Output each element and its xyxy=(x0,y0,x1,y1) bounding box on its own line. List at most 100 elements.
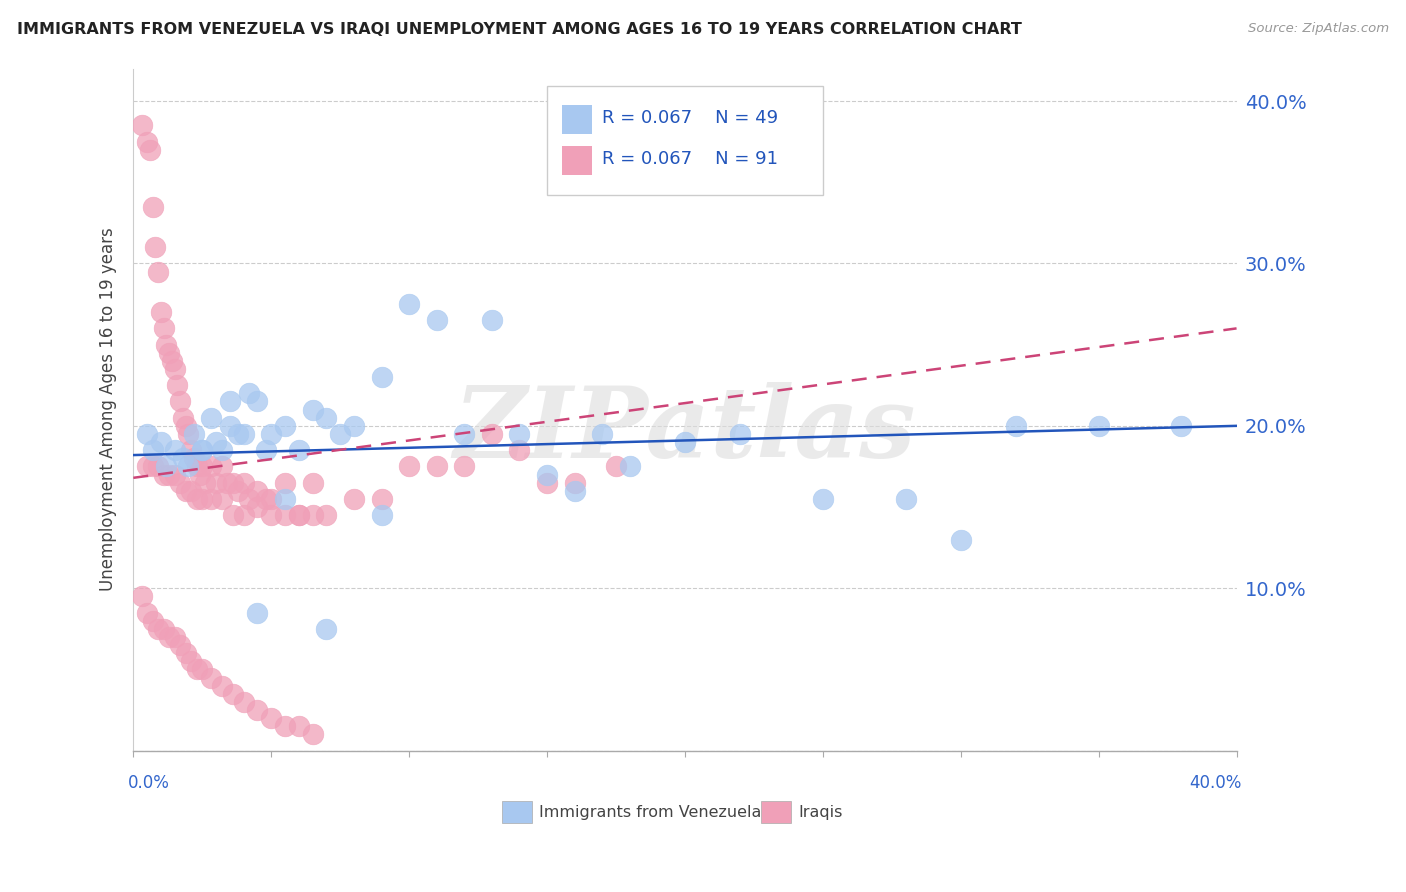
Point xyxy=(186,459,208,474)
Point xyxy=(177,459,200,474)
Point xyxy=(142,614,165,628)
Point xyxy=(274,475,297,490)
Point xyxy=(163,467,186,482)
Point xyxy=(254,443,277,458)
Point xyxy=(218,418,240,433)
Point xyxy=(180,483,202,498)
Point xyxy=(152,467,174,482)
Point xyxy=(149,435,172,450)
Point xyxy=(205,435,228,450)
Point xyxy=(246,483,269,498)
Point xyxy=(221,508,243,523)
FancyBboxPatch shape xyxy=(502,801,531,823)
Point xyxy=(218,394,240,409)
Point xyxy=(131,119,153,133)
Point xyxy=(894,491,917,506)
Point xyxy=(260,711,283,725)
Point xyxy=(398,297,420,311)
Point xyxy=(205,475,228,490)
Point xyxy=(191,491,214,506)
Text: R = 0.067    N = 49: R = 0.067 N = 49 xyxy=(602,110,779,128)
Point xyxy=(136,606,159,620)
Point xyxy=(183,427,205,442)
Point xyxy=(226,483,249,498)
Point xyxy=(221,687,243,701)
Point xyxy=(169,394,191,409)
Point xyxy=(619,459,641,474)
Point xyxy=(301,727,323,741)
FancyBboxPatch shape xyxy=(547,86,823,194)
Point xyxy=(564,475,586,490)
Point xyxy=(673,435,696,450)
Point xyxy=(246,606,269,620)
Point xyxy=(177,427,200,442)
Point xyxy=(260,427,283,442)
Point xyxy=(217,475,239,490)
Point xyxy=(131,590,153,604)
Point xyxy=(163,362,186,376)
Point xyxy=(426,313,449,327)
Point xyxy=(186,663,208,677)
Point xyxy=(508,427,530,442)
Point xyxy=(288,719,311,733)
Point xyxy=(211,491,233,506)
Point xyxy=(145,240,167,254)
Point xyxy=(481,427,503,442)
Point xyxy=(315,410,337,425)
Text: R = 0.067    N = 91: R = 0.067 N = 91 xyxy=(602,150,778,169)
Point xyxy=(536,467,558,482)
FancyBboxPatch shape xyxy=(761,801,790,823)
Point xyxy=(260,491,283,506)
Point xyxy=(453,459,475,474)
Point xyxy=(142,443,165,458)
Point xyxy=(301,508,323,523)
Point xyxy=(274,508,297,523)
Point xyxy=(172,451,194,466)
Point xyxy=(174,483,197,498)
Text: IMMIGRANTS FROM VENEZUELA VS IRAQI UNEMPLOYMENT AMONG AGES 16 TO 19 YEARS CORREL: IMMIGRANTS FROM VENEZUELA VS IRAQI UNEMP… xyxy=(17,22,1022,37)
Point xyxy=(232,427,254,442)
Point xyxy=(246,394,269,409)
Point xyxy=(191,443,214,458)
Point xyxy=(246,703,269,717)
Point xyxy=(1170,418,1192,433)
Point xyxy=(146,622,169,636)
Point xyxy=(142,459,165,474)
Point xyxy=(211,459,233,474)
Point xyxy=(564,483,586,498)
Point xyxy=(246,500,269,514)
Point xyxy=(200,459,222,474)
Point xyxy=(155,337,177,351)
Point xyxy=(136,427,159,442)
Point xyxy=(183,451,205,466)
Point xyxy=(301,402,323,417)
Point xyxy=(329,427,352,442)
Text: Source: ZipAtlas.com: Source: ZipAtlas.com xyxy=(1249,22,1389,36)
Point xyxy=(370,370,392,384)
Point xyxy=(211,679,233,693)
Point xyxy=(152,622,174,636)
Point xyxy=(728,427,751,442)
Point xyxy=(949,533,972,547)
Text: ZIPatlas: ZIPatlas xyxy=(454,382,917,478)
Point xyxy=(157,467,180,482)
FancyBboxPatch shape xyxy=(562,105,592,134)
Point xyxy=(160,354,183,368)
Point xyxy=(226,427,249,442)
Point xyxy=(238,386,260,401)
Point xyxy=(146,459,169,474)
Point xyxy=(149,305,172,319)
Point xyxy=(315,508,337,523)
Point xyxy=(191,443,214,458)
Point xyxy=(370,491,392,506)
Point xyxy=(508,443,530,458)
Point xyxy=(288,443,311,458)
Point xyxy=(398,459,420,474)
Point xyxy=(274,491,297,506)
Point xyxy=(186,491,208,506)
Point xyxy=(188,467,211,482)
Point xyxy=(343,418,366,433)
Point xyxy=(232,475,254,490)
Point xyxy=(221,475,243,490)
Point xyxy=(169,638,191,652)
